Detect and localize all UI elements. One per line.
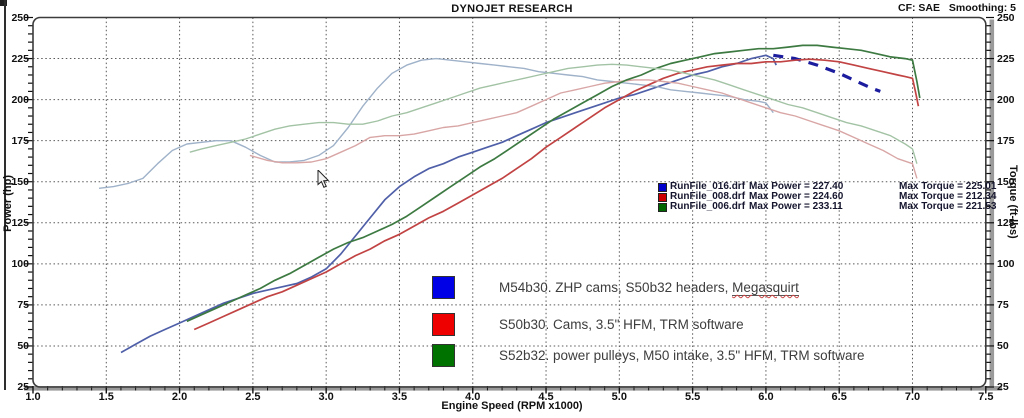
runfile-name: RunFile_006.drf — [670, 201, 746, 212]
torque-tick-label: 200 — [997, 93, 1015, 106]
rpm-tick-label: 6.0 — [758, 391, 774, 403]
power-tick-label: 200 — [11, 93, 29, 106]
rpm-tick-label: 7.0 — [904, 391, 921, 403]
curve-torque — [98, 57, 774, 189]
rpm-tick-label: 6.5 — [831, 391, 847, 403]
power-tick-label: 250 — [11, 11, 29, 24]
torque-tick-label: 150 — [997, 175, 1015, 188]
power-tick-label: 125 — [11, 216, 29, 229]
torque-tick-label: 175 — [997, 134, 1015, 147]
torque-tick-label: 100 — [997, 257, 1015, 270]
runfile-legend-row: RunFile_008.drf Max Power = 224.60 Max T… — [658, 192, 996, 202]
torque-tick-label: 250 — [997, 11, 1015, 24]
curve-power — [186, 44, 921, 323]
curve-torque — [189, 63, 918, 164]
power-tick-label: 75 — [17, 298, 29, 311]
setup-legend-row: S50b30. Cams, 3.5" HFM, TRM software — [432, 313, 744, 336]
setup-description: M54b30. ZHP cams, S50b32 headers, Megasq… — [499, 280, 799, 296]
max-torque-value: Max Torque = 212.34 — [899, 191, 997, 202]
rpm-tick-label: 1.0 — [25, 391, 41, 403]
runfile-008-swatch-icon — [658, 192, 667, 202]
rpm-tick-label: 5.5 — [684, 391, 701, 403]
torque-tick-label: 225 — [997, 52, 1015, 65]
correction-factor-label: CF: SAE — [898, 2, 940, 14]
torque-tick-label: 25 — [997, 381, 1009, 393]
power-axis-title: Power (hp) — [2, 175, 14, 232]
curve-power-dashed — [773, 53, 881, 93]
curve-torque — [249, 79, 918, 179]
torque-tick-label: 50 — [997, 339, 1009, 352]
power-tick-label: 175 — [11, 134, 29, 147]
runfile-016-swatch-icon — [658, 182, 667, 192]
rpm-tick-label: 4.0 — [465, 391, 481, 403]
chart-title: DYNOJET RESEARCH — [451, 3, 573, 15]
torque-tick-label: 125 — [997, 216, 1015, 229]
setup-legend-row: M54b30. ZHP cams, S50b32 headers, Megasq… — [432, 276, 799, 299]
scan-corner-artifact — [0, 0, 7, 6]
rpm-tick-label: 3.0 — [318, 391, 334, 403]
mouse-cursor-icon — [317, 170, 330, 188]
runfile-legend-row: RunFile_016.drf Max Power = 227.40 Max T… — [658, 182, 996, 192]
runfile-name: RunFile_016.drf — [670, 181, 746, 192]
max-power-value: Max Power = 224.60 — [749, 191, 844, 202]
power-tick-label: 225 — [11, 52, 29, 65]
power-tick-label: 50 — [17, 339, 29, 352]
power-tick-label: 100 — [11, 257, 29, 270]
smoothing-label: Smoothing: 5 — [948, 2, 1016, 14]
runfile-006-swatch-icon — [658, 202, 667, 212]
torque-tick-label: 75 — [997, 298, 1009, 311]
power-tick-label: 25 — [17, 381, 29, 393]
rpm-tick-label: 4.5 — [538, 391, 554, 403]
rpm-tick-label: 7.5 — [978, 391, 994, 403]
runfile-legend-row: RunFile_006.drf Max Power = 233.11 Max T… — [658, 202, 996, 212]
scan-edge-artifact — [4, 0, 6, 390]
rpm-tick-label: 5.0 — [611, 391, 627, 403]
torque-axis-title: Torque (ft-lbs) — [1007, 165, 1019, 239]
blue-run-swatch-icon — [432, 276, 455, 299]
green-run-swatch-icon — [432, 344, 455, 367]
rpm-axis-title: Engine Speed (RPM x1000) — [441, 400, 583, 412]
setup-description-underlined: Megasquirt — [732, 280, 799, 296]
setup-description: S50b30. Cams, 3.5" HFM, TRM software — [499, 317, 744, 332]
setup-legend-row: S52b32. power pulleys, M50 intake, 3.5" … — [432, 344, 864, 367]
max-power-value: Max Power = 233.11 — [749, 201, 843, 212]
max-torque-value: Max Torque = 221.53 — [899, 201, 997, 212]
runfile-name: RunFile_008.drf — [670, 191, 746, 202]
curve-power — [193, 58, 920, 331]
rpm-tick-label: 2.0 — [171, 391, 188, 403]
setup-description-text: M54b30. ZHP cams, S50b32 headers, — [499, 280, 733, 295]
rpm-tick-label: 3.5 — [391, 391, 408, 403]
setup-description: S52b32. power pulleys, M50 intake, 3.5" … — [499, 348, 865, 363]
power-tick-label: 150 — [11, 175, 29, 188]
max-power-value: Max Power = 227.40 — [749, 181, 844, 192]
max-torque-value: Max Torque = 225.01 — [899, 181, 997, 192]
red-run-swatch-icon — [432, 313, 455, 336]
rpm-tick-label: 2.5 — [245, 391, 261, 403]
rpm-tick-label: 1.5 — [98, 391, 114, 403]
